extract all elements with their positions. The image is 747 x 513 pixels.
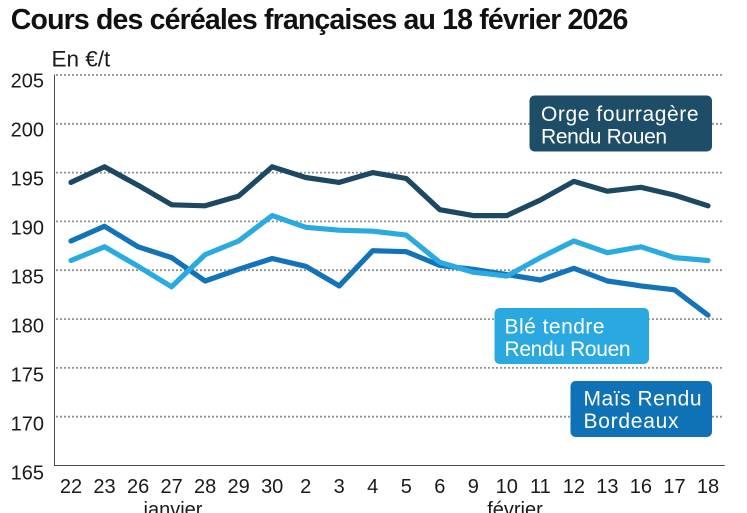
svg-text:11: 11 <box>530 476 551 498</box>
svg-text:12: 12 <box>563 476 585 498</box>
svg-text:13: 13 <box>596 476 618 498</box>
svg-text:23: 23 <box>93 476 115 498</box>
svg-text:Blé tendre: Blé tendre <box>505 316 606 339</box>
svg-text:Rendu Rouen: Rendu Rouen <box>505 338 631 361</box>
svg-text:février: février <box>487 499 543 513</box>
svg-text:6: 6 <box>434 476 445 498</box>
svg-text:En €/t: En €/t <box>52 47 112 72</box>
svg-text:2: 2 <box>300 476 311 498</box>
svg-text:180: 180 <box>11 316 44 338</box>
svg-text:30: 30 <box>261 476 283 498</box>
svg-text:170: 170 <box>11 413 44 435</box>
svg-text:5: 5 <box>401 476 412 498</box>
svg-text:Rendu Rouen: Rendu Rouen <box>541 125 667 148</box>
svg-text:27: 27 <box>160 476 182 498</box>
svg-text:26: 26 <box>127 476 149 498</box>
svg-text:Bordeaux: Bordeaux <box>584 410 680 433</box>
svg-text:janvier: janvier <box>143 499 203 513</box>
svg-text:Maïs Rendu: Maïs Rendu <box>584 388 703 411</box>
svg-text:16: 16 <box>630 476 652 498</box>
svg-text:3: 3 <box>334 476 345 498</box>
svg-text:165: 165 <box>11 462 44 484</box>
svg-text:Orge fourragère: Orge fourragère <box>541 103 699 126</box>
svg-text:200: 200 <box>11 120 44 142</box>
svg-text:29: 29 <box>227 476 249 498</box>
svg-text:10: 10 <box>496 476 518 498</box>
svg-text:Cours des céréales françaises: Cours des céréales françaises au 18 févr… <box>11 4 628 36</box>
svg-text:18: 18 <box>697 476 719 498</box>
svg-text:185: 185 <box>11 267 44 289</box>
svg-text:9: 9 <box>468 476 479 498</box>
svg-text:205: 205 <box>11 71 44 93</box>
svg-text:175: 175 <box>11 365 44 387</box>
svg-text:190: 190 <box>11 218 44 240</box>
svg-text:17: 17 <box>663 476 685 498</box>
svg-text:4: 4 <box>367 476 378 498</box>
svg-text:22: 22 <box>60 476 82 498</box>
svg-text:28: 28 <box>194 476 216 498</box>
svg-text:195: 195 <box>11 169 44 191</box>
